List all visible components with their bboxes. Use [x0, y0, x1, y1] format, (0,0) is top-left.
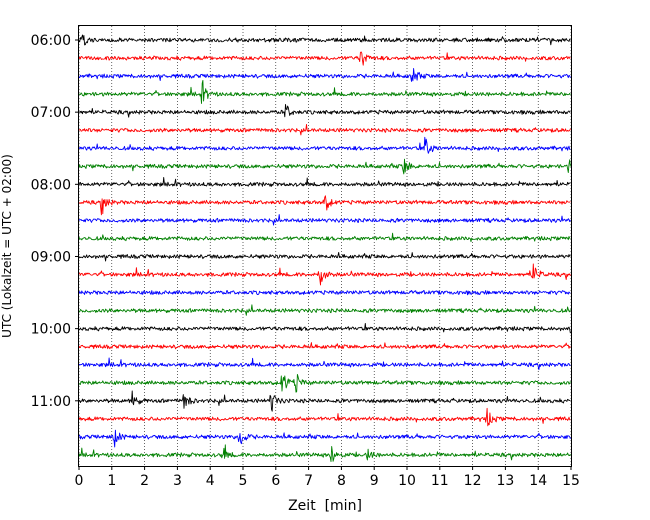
- trace-line: [78, 68, 571, 82]
- y-tick-label: 09:00: [31, 249, 71, 265]
- trace-line: [78, 51, 571, 66]
- x-tick-label: 15: [562, 473, 580, 489]
- x-tick-label: 3: [173, 473, 182, 489]
- trace-line: [79, 263, 571, 286]
- trace-line: [78, 158, 571, 175]
- y-tick-label: 10:00: [31, 322, 71, 338]
- x-tick-label: 12: [464, 473, 482, 489]
- y-tick-label: 06:00: [31, 33, 71, 49]
- x-tick-label: 10: [398, 473, 416, 489]
- x-tick-label: 8: [337, 473, 346, 489]
- x-tick-label: 4: [206, 473, 215, 489]
- y-axis-ticks: 06:00 07:00 08:00 09:00 10:00 11:00: [31, 33, 79, 410]
- trace-line: [78, 232, 571, 243]
- trace-line: [78, 342, 571, 350]
- x-tick-label: 6: [271, 473, 280, 489]
- x-axis-label: Zeit [min]: [288, 498, 362, 514]
- trace-line: [78, 429, 571, 448]
- trace-line: [78, 322, 571, 334]
- trace-line: [78, 251, 571, 262]
- trace-line: [78, 390, 571, 412]
- trace-line: [78, 136, 571, 154]
- trace-line: [78, 289, 571, 296]
- y-tick-label: 07:00: [31, 105, 71, 121]
- x-tick-label: 7: [304, 473, 313, 489]
- x-tick-label: 0: [75, 473, 84, 489]
- trace-line: [78, 444, 571, 463]
- trace-line: [78, 34, 571, 46]
- x-tick-label: 2: [140, 473, 149, 489]
- y-tick-label: 11:00: [31, 394, 71, 410]
- x-tick-label: 5: [239, 473, 248, 489]
- x-tick-label: 9: [370, 473, 379, 489]
- y-axis-label: UTC (Lokalzeit = UTC + 02:00): [0, 154, 14, 338]
- trace-line: [78, 357, 571, 371]
- x-axis-ticks: 0 1 2 3 4 5 6 7 8 9 10 11 12 13 14 15: [75, 466, 580, 489]
- trace-line: [78, 373, 571, 393]
- trace-line: [78, 79, 571, 104]
- trace-line: [78, 214, 571, 226]
- trace-line: [78, 103, 571, 118]
- x-tick-label: 13: [496, 473, 514, 489]
- plot-frame: [78, 25, 572, 467]
- trace-line: [78, 195, 571, 216]
- trace-line: [78, 304, 571, 316]
- trace-lines: [78, 34, 571, 463]
- trace-line: [78, 177, 571, 188]
- x-tick-label: 11: [431, 473, 449, 489]
- x-tick-label: 1: [107, 473, 116, 489]
- x-tick-label: 14: [529, 473, 547, 489]
- trace-line: [78, 407, 571, 427]
- y-tick-label: 08:00: [31, 177, 71, 193]
- trace-line: [78, 123, 571, 136]
